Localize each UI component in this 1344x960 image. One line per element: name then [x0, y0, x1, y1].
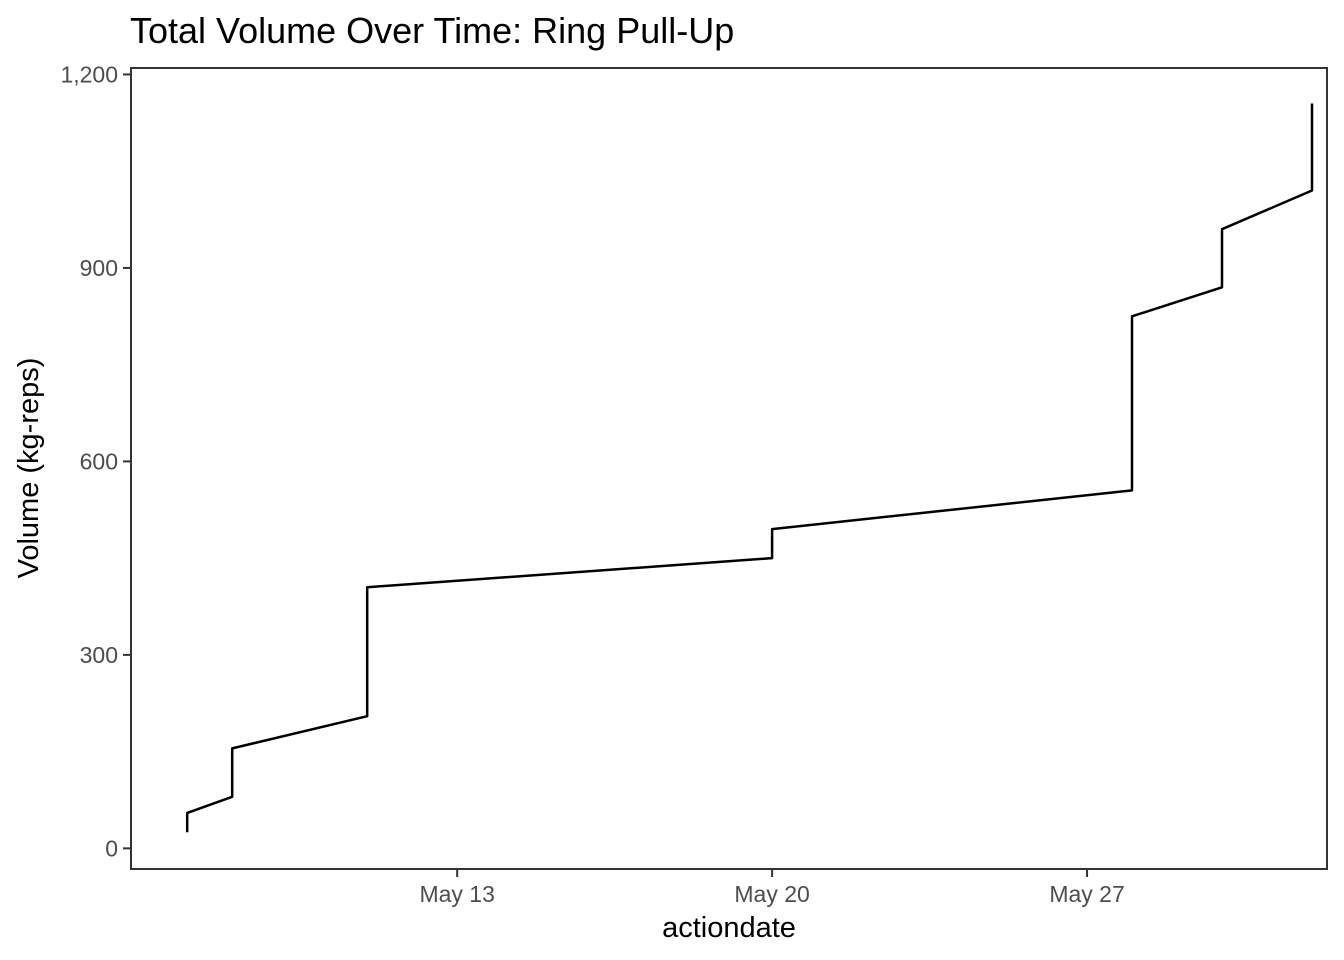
x-tick-label: May 13 — [419, 881, 494, 907]
y-tick-label: 0 — [105, 835, 118, 861]
y-axis: 0 300 600 900 1,200 — [60, 61, 131, 861]
plot-panel — [130, 67, 1328, 870]
y-tick-label: 900 — [80, 255, 118, 281]
x-axis-title: actiondate — [662, 912, 796, 944]
y-tick-label: 1,200 — [60, 61, 118, 87]
x-tick-label: May 20 — [734, 881, 809, 907]
x-axis: May 13 May 20 May 27 — [419, 869, 1125, 907]
y-tick-label: 600 — [80, 448, 118, 474]
y-tick-label: 300 — [80, 642, 118, 668]
chart-title: Total Volume Over Time: Ring Pull-Up — [130, 10, 734, 51]
y-axis-title: Volume (kg-reps) — [13, 358, 45, 579]
series-line — [185, 103, 1314, 833]
x-tick-label: May 27 — [1049, 881, 1124, 907]
